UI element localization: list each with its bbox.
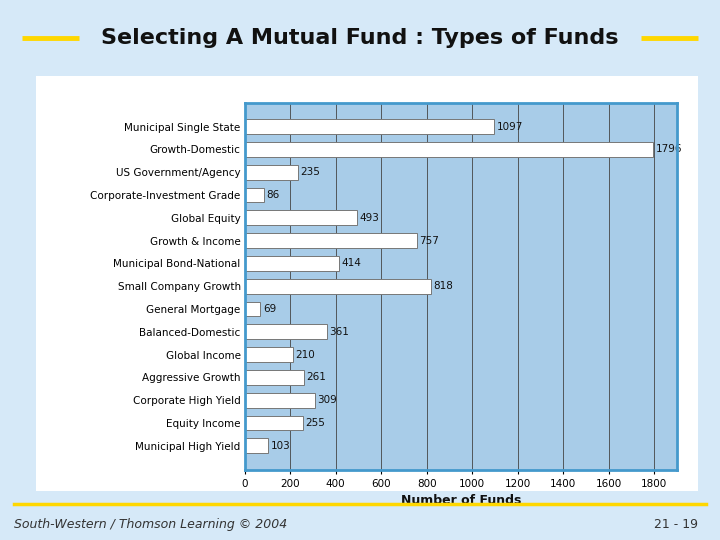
X-axis label: Number of Funds: Number of Funds — [400, 495, 521, 508]
Bar — [245, 301, 261, 316]
Bar — [245, 187, 264, 202]
Bar — [245, 256, 339, 271]
Text: Selecting A Mutual Fund : Types of Funds: Selecting A Mutual Fund : Types of Funds — [102, 28, 618, 48]
Text: 414: 414 — [341, 259, 361, 268]
Text: 235: 235 — [300, 167, 320, 177]
Text: 1097: 1097 — [497, 122, 523, 132]
Text: 493: 493 — [359, 213, 379, 223]
Text: 757: 757 — [419, 235, 439, 246]
Bar — [245, 415, 303, 430]
Text: 1796: 1796 — [655, 145, 682, 154]
Bar — [245, 211, 357, 225]
Bar — [245, 142, 653, 157]
Text: 21 - 19: 21 - 19 — [654, 518, 698, 531]
Text: 818: 818 — [433, 281, 453, 291]
Text: 255: 255 — [305, 418, 325, 428]
Bar — [245, 393, 315, 408]
Text: 261: 261 — [307, 373, 326, 382]
Bar — [245, 438, 269, 453]
Bar — [245, 325, 327, 339]
Bar — [245, 233, 417, 248]
Text: 103: 103 — [271, 441, 290, 451]
Text: 86: 86 — [266, 190, 280, 200]
Text: South-Western / Thomson Learning © 2004: South-Western / Thomson Learning © 2004 — [14, 518, 288, 531]
Text: 361: 361 — [329, 327, 349, 337]
Bar — [245, 165, 298, 180]
Text: 309: 309 — [318, 395, 337, 405]
Bar — [245, 279, 431, 294]
Text: 210: 210 — [294, 349, 315, 360]
Bar — [245, 370, 304, 385]
Bar — [245, 347, 292, 362]
Text: 69: 69 — [263, 304, 276, 314]
Bar — [245, 119, 494, 134]
